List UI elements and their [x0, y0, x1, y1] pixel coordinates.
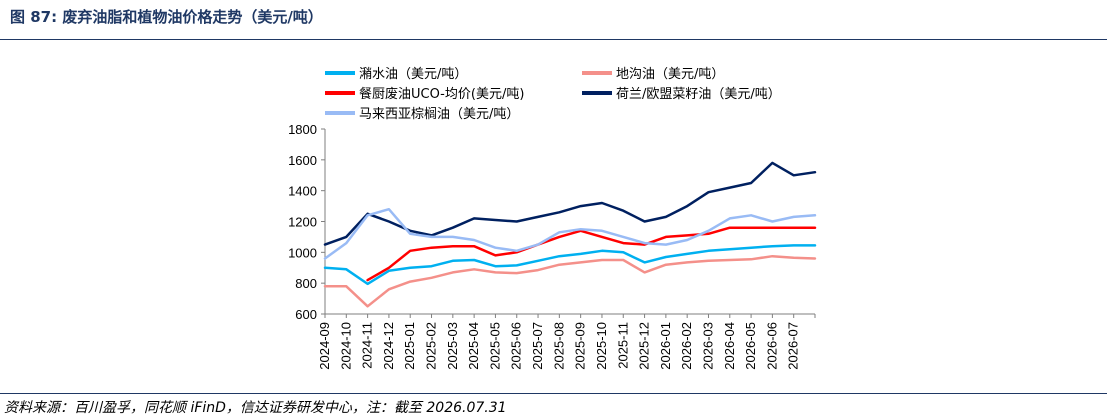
y-tick-label: 1000 — [288, 245, 317, 260]
legend-label: 潲水油（美元/吨） — [359, 67, 467, 82]
x-tick-label: 2024-12 — [381, 322, 396, 370]
x-tick-label: 2026-03 — [700, 322, 715, 370]
y-tick-label: 800 — [295, 276, 317, 291]
top-divider — [0, 39, 1107, 40]
series-line-1 — [323, 254, 817, 308]
y-tick-label: 1800 — [288, 122, 317, 137]
x-tick-label: 2026-06 — [764, 322, 779, 370]
x-tick-label: 2026-07 — [786, 322, 801, 370]
legend-label: 地沟油（美元/吨） — [616, 67, 724, 82]
x-tick-label: 2025-08 — [551, 322, 566, 370]
x-tick-label: 2024-09 — [317, 322, 332, 370]
x-tick-label: 2025-01 — [402, 322, 417, 370]
x-tick-label: 2026-05 — [743, 322, 758, 370]
series-line-4 — [323, 207, 817, 260]
bottom-divider — [0, 393, 1107, 394]
x-tick-label: 2025-12 — [637, 322, 652, 370]
legend-label: 荷兰/欧盟菜籽油（美元/吨） — [616, 87, 781, 102]
figure-title: 图 87: 废弃油脂和植物油价格走势（美元/吨） — [10, 8, 323, 26]
x-tick-label: 2024-11 — [360, 322, 375, 369]
series-line-2 — [366, 226, 817, 282]
series-line-0 — [323, 244, 817, 286]
y-tick-label: 1600 — [288, 153, 317, 168]
legend-label: 马来西亚棕榈油（美元/吨） — [359, 107, 519, 122]
x-tick-label: 2025-05 — [487, 322, 502, 370]
series-line-3 — [323, 161, 817, 246]
x-tick-label: 2026-04 — [722, 322, 737, 370]
x-tick-label: 2024-10 — [338, 322, 353, 370]
source-note: 资料来源：百川盈孚，同花顺 iFinD，信达证券研发中心，注：截至 2026.0… — [4, 400, 507, 416]
x-tick-label: 2025-09 — [573, 322, 588, 370]
x-tick-label: 2025-02 — [424, 322, 439, 370]
x-tick-label: 2025-07 — [530, 322, 545, 370]
x-tick-label: 2025-04 — [466, 322, 481, 370]
x-tick-label: 2025-03 — [445, 322, 460, 370]
x-tick-label: 2025-06 — [509, 322, 524, 370]
x-tick-label: 2025-11 — [615, 322, 630, 369]
legend-label: 餐厨废油UCO-均价(美元/吨) — [359, 86, 524, 102]
x-tick-label: 2026-01 — [658, 322, 673, 370]
x-tick-label: 2025-10 — [594, 322, 609, 370]
y-tick-label: 1200 — [288, 215, 317, 230]
x-tick-label: 2026-02 — [679, 322, 694, 370]
y-tick-label: 1400 — [288, 184, 317, 199]
y-tick-label: 600 — [295, 307, 317, 322]
